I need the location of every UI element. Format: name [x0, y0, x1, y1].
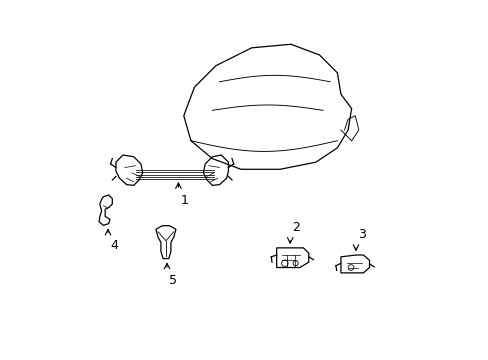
Text: 4: 4: [110, 239, 118, 252]
Text: 3: 3: [357, 229, 365, 242]
Text: 1: 1: [181, 194, 188, 207]
Text: 5: 5: [169, 274, 177, 287]
Text: 2: 2: [292, 221, 300, 234]
